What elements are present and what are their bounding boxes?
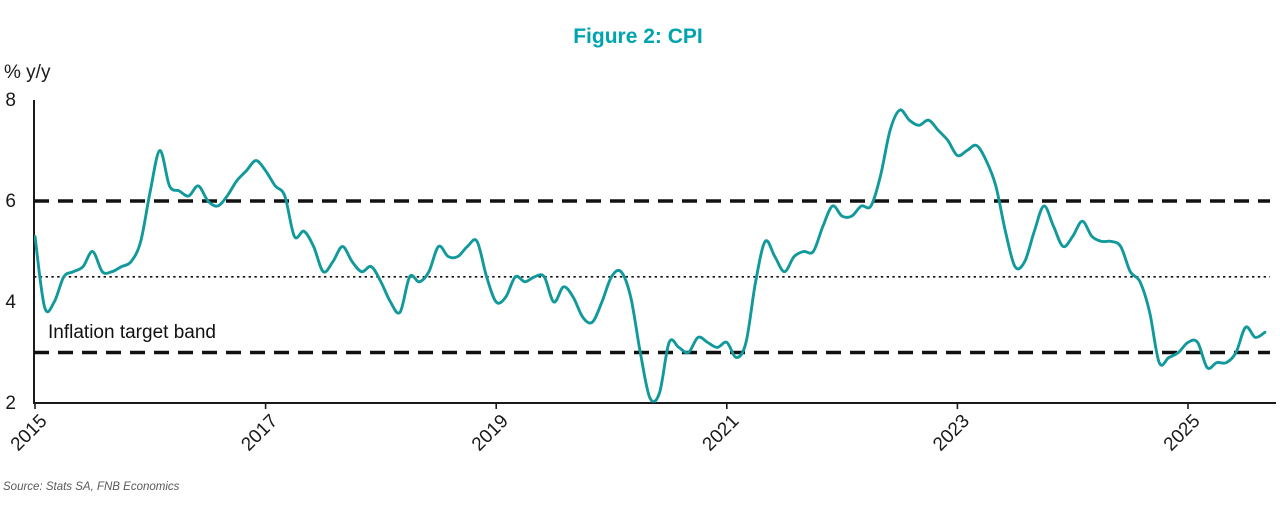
x-tick-label-2017: 2017 [237,411,282,456]
y-tick-label-4: 4 [5,292,16,313]
cpi-line-series [34,108,1267,403]
source-attribution: Source: Stats SA, FNB Economics [3,481,180,493]
x-tick-label-2019: 2019 [468,411,513,456]
x-tick-label-2023: 2023 [929,411,974,456]
chart-title: Figure 2: CPI [573,25,703,48]
y-tick-label-6: 6 [5,191,16,212]
y-axis-unit-label: % y/y [4,62,51,83]
x-axis-ticks: 2015 2017 2019 2021 2023 2025 [7,403,1205,455]
inflation-target-band-label: Inflation target band [48,322,216,343]
reference-lines [34,199,1270,355]
y-axis-ticks: 2 4 6 8 [5,90,16,414]
x-tick-label-2021: 2021 [699,411,744,456]
x-tick-label-2025: 2025 [1160,411,1205,456]
axes [33,100,1276,404]
y-tick-label-2: 2 [5,393,16,414]
y-tick-label-8: 8 [5,90,16,111]
x-tick-label-2015: 2015 [7,411,52,456]
